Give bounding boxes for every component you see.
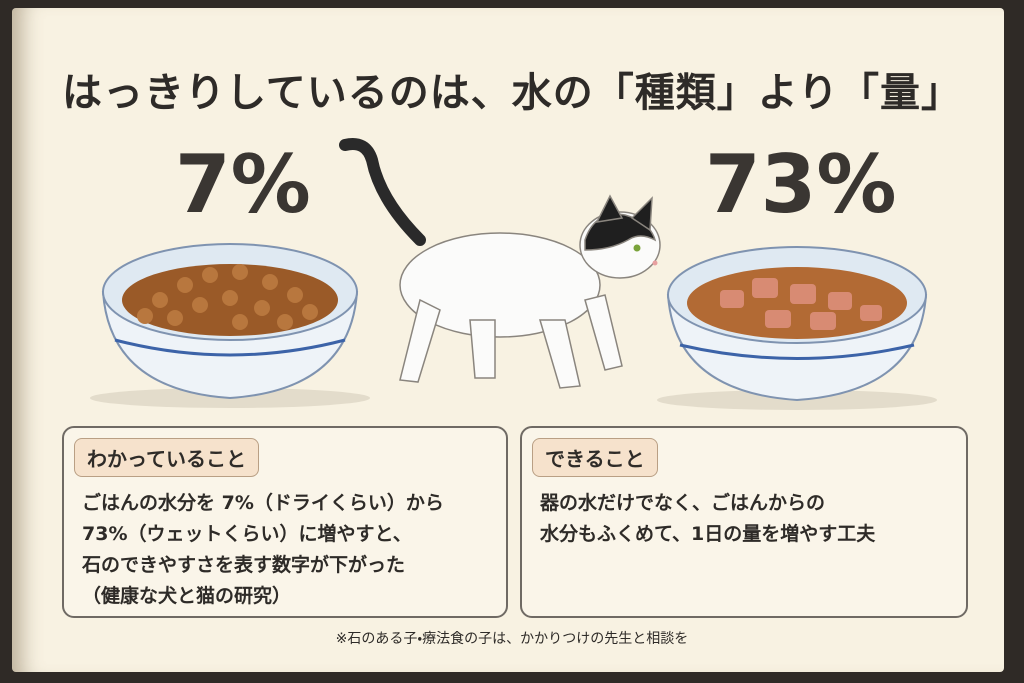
title: はっきりしているのは、水の「種類」より「量」 [62, 70, 962, 116]
right-percent: 73% [705, 138, 897, 231]
cat [339, 138, 661, 389]
text-line: 器の水だけでなく、ごはんからの [540, 492, 826, 514]
text-line: ごはんの水分を 7%（ドライくらい）から [82, 492, 444, 514]
footnote: ※石のある子・療法食の子は、かかりつけの先生と相談を [335, 631, 689, 647]
text-line: 水分もふくめて、1日の量を増やす工夫 [540, 523, 876, 545]
panel-heading: できること [532, 438, 658, 477]
panel-text: 器の水だけでなく、ごはんからの水分もふくめて、1日の量を増やす工夫 [540, 488, 875, 550]
right-bowl [657, 246, 937, 410]
left-percent: 7% [175, 138, 311, 231]
left-bowl [90, 243, 370, 408]
panel-heading: わかっていること [74, 438, 259, 477]
text-line: （健康な犬と猫の研究） [82, 585, 292, 607]
text-line: 73%（ウェットくらい）に増やすと、 [82, 523, 412, 545]
left-panel: わかっていること ごはんの水分を 7%（ドライくらい）から 73%（ウェットくらい… [62, 426, 508, 618]
right-panel: できること 器の水だけでなく、ごはんからの水分もふくめて、1日の量を増やす工夫 [520, 426, 968, 618]
text-line: 石のできやすさを表す数字が下がった [82, 554, 406, 576]
panel-text: ごはんの水分を 7%（ドライくらい）から 73%（ウェットくらい）に増やすと、 石の… [82, 488, 444, 612]
